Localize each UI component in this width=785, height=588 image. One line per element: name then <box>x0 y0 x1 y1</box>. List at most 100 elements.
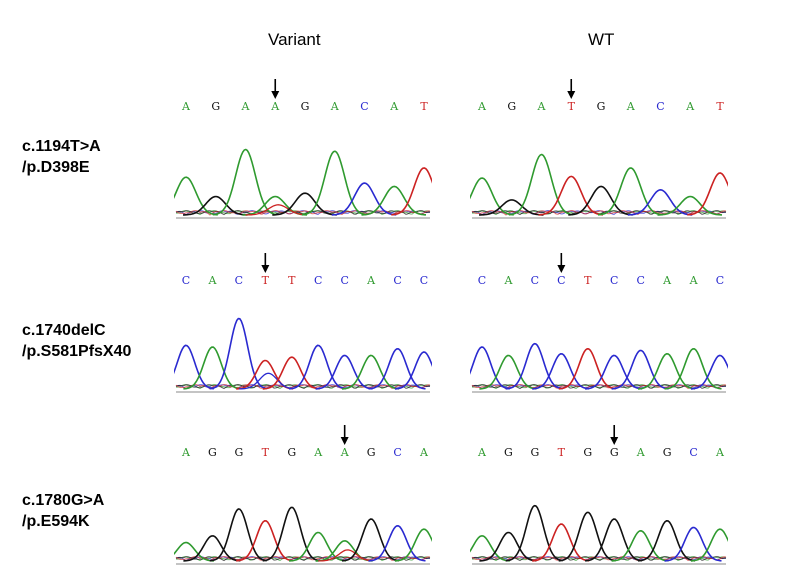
base-letter: T <box>568 100 576 113</box>
peak-a <box>301 150 367 216</box>
base-letter: G <box>367 446 376 459</box>
base-letter: A <box>662 274 672 287</box>
secondary-peak <box>238 372 292 390</box>
peak-c <box>690 354 728 390</box>
peak-g <box>209 508 267 562</box>
base-letter: G <box>663 446 672 459</box>
base-letter: C <box>557 274 565 287</box>
base-letter: G <box>504 446 513 459</box>
base-letter: G <box>610 446 619 459</box>
base-letter: C <box>393 274 401 287</box>
peak-a <box>361 185 426 216</box>
peak-c <box>331 182 397 216</box>
base-letter: A <box>715 446 725 459</box>
base-letter: T <box>262 274 270 287</box>
base-letter: A <box>503 274 513 287</box>
arrow-down-icon <box>557 265 566 273</box>
peak-a <box>174 541 214 562</box>
peak-c <box>315 354 373 390</box>
base-letter: A <box>419 446 429 459</box>
peak-c <box>470 346 510 390</box>
noise-trace-T <box>175 383 431 390</box>
peak-g <box>479 531 537 562</box>
base-letter: C <box>314 274 322 287</box>
base-letter: A <box>241 100 251 113</box>
arrow-down-icon <box>567 91 576 99</box>
peak-t <box>687 172 728 216</box>
peak-a <box>470 535 510 562</box>
peak-a <box>174 176 218 216</box>
base-letter: G <box>583 446 592 459</box>
peak-c <box>664 526 722 562</box>
arrow-down-icon <box>261 265 270 273</box>
peak-g <box>505 504 563 562</box>
base-letter: T <box>262 446 270 459</box>
arrow-down-icon <box>340 437 349 445</box>
base-letter: C <box>636 274 644 287</box>
peak-c <box>532 352 590 390</box>
base-letter: C <box>689 446 697 459</box>
peak-c <box>627 188 693 216</box>
base-letter: C <box>360 100 368 113</box>
peak-t <box>236 519 294 562</box>
base-letter: C <box>478 274 486 287</box>
row-label-2-line2: /p.S581PfsX40 <box>22 343 132 360</box>
peak-t <box>532 523 590 562</box>
base-letter: C <box>420 274 428 287</box>
base-letter: G <box>208 446 217 459</box>
base-letter: C <box>340 274 348 287</box>
base-letter: G <box>597 100 606 113</box>
peak-a <box>508 153 574 216</box>
peak-t <box>538 175 604 216</box>
base-letter: A <box>477 100 487 113</box>
base-letter: C <box>716 274 724 287</box>
base-letter: A <box>689 274 699 287</box>
peak-g <box>272 192 337 216</box>
peak-c <box>585 354 643 390</box>
peak-c <box>611 349 669 390</box>
peak-a <box>597 167 663 216</box>
noise-trace-T <box>471 209 727 216</box>
base-letter: G <box>507 100 516 113</box>
peak-t <box>391 167 432 216</box>
base-letter: G <box>211 100 220 113</box>
base-letter: A <box>313 446 323 459</box>
arrow-down-icon <box>271 91 280 99</box>
header-variant: Variant <box>268 30 321 49</box>
peak-a <box>212 148 278 216</box>
base-letter: G <box>530 446 539 459</box>
peak-a <box>637 352 696 390</box>
base-letter: A <box>340 446 350 459</box>
peak-a <box>690 528 728 562</box>
base-letter: A <box>366 274 376 287</box>
base-letter: A <box>207 274 217 287</box>
peak-c <box>394 351 432 390</box>
base-letter: G <box>301 100 310 113</box>
base-letter: T <box>420 100 428 113</box>
peak-c <box>368 347 426 390</box>
base-letter: A <box>685 100 695 113</box>
peak-a <box>664 347 722 390</box>
base-letter: T <box>558 446 566 459</box>
base-letter: A <box>626 100 636 113</box>
base-letter: A <box>636 446 646 459</box>
peak-t <box>558 347 616 390</box>
base-letter: C <box>393 446 401 459</box>
base-letter: G <box>234 446 243 459</box>
base-letter: A <box>537 100 547 113</box>
base-letter: A <box>181 446 191 459</box>
base-letter: A <box>389 100 399 113</box>
base-letter: C <box>656 100 664 113</box>
peak-a <box>611 529 669 562</box>
header-wt: WT <box>588 30 615 49</box>
base-letter: C <box>235 274 243 287</box>
peak-a <box>479 354 537 390</box>
secondary-peak <box>318 549 371 562</box>
peak-a <box>183 346 241 390</box>
